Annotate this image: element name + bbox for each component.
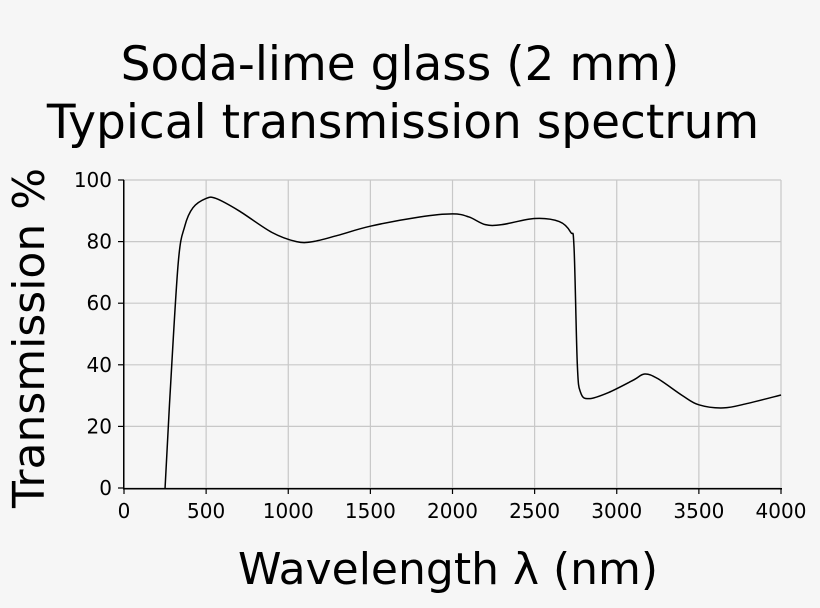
y-tick-label: 100 [74,168,112,192]
transmission-curve [164,196,782,489]
chart-title-line-1: Soda-lime glass (2 mm) [121,37,680,92]
y-tick-label: 0 [99,476,112,500]
x-axis-label: Wavelength λ (nm) [238,544,658,595]
x-tick-label: 0 [118,499,131,523]
y-axis-label: Transmission % [4,168,55,509]
x-tick-label: 1000 [263,499,314,523]
x-tick-label: 1500 [345,499,396,523]
x-tick-label: 500 [187,499,225,523]
y-tick-label: 80 [87,230,112,254]
x-tick-label: 2000 [427,499,478,523]
plot-frame-bottom [123,488,782,490]
y-tick-label: 40 [87,353,112,377]
ticks: 0 500 1000 1500 2000 2500 3000 3500 4000 0 20 40 60 8… [74,168,807,523]
x-tick-label: 3500 [673,499,724,523]
x-tick-label: 3000 [591,499,642,523]
x-tick-label: 2500 [509,499,560,523]
y-tick-label: 60 [87,291,112,315]
grid [123,179,782,489]
x-tick-label: 4000 [756,499,807,523]
plot-frame-left [123,180,125,489]
y-tick-label: 20 [87,414,112,438]
chart-title-line-2: Typical transmission spectrum [46,95,759,150]
